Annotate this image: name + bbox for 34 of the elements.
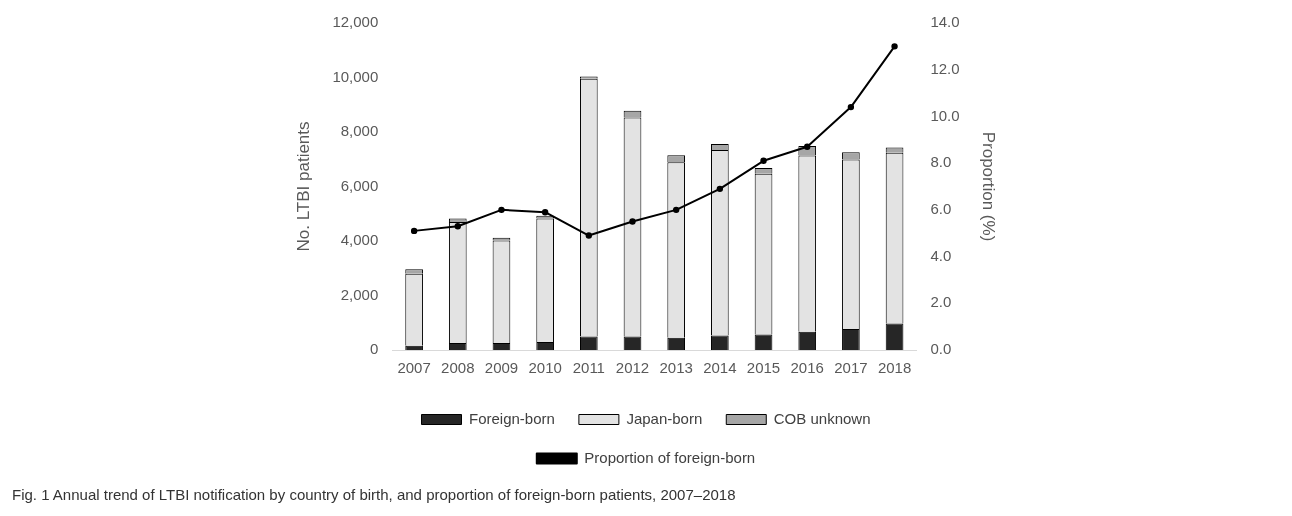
y-tick-label: 4,000 (340, 231, 379, 249)
y2-tick-label: 8.0 (930, 153, 952, 171)
y2-tick-label: 14.0 (930, 13, 960, 31)
y2-tick-label: 6.0 (930, 200, 952, 217)
x-tick-label: 2016 (790, 359, 824, 377)
x-tick-label: 2011 (572, 359, 605, 377)
legend-label: Japan-born (626, 409, 703, 427)
x-tick-label: 2015 (746, 359, 781, 377)
x-tick-label: 2013 (659, 359, 693, 377)
x-tick-label: 2009 (484, 359, 519, 377)
y2-tick-label: 12.0 (930, 59, 960, 77)
legend-label: Proportion of foreign-born (584, 448, 756, 466)
y2-tick-label: 2.0 (930, 293, 952, 311)
y-tick-label: 12,000 (332, 13, 379, 31)
y-tick-label: 0 (369, 340, 379, 358)
x-tick-label: 2010 (528, 359, 562, 377)
text: Fig. 1 Annual trend of LTBI notification by country of birth, and proportion of foreign-born patients, 2007–2018 (12, 486, 736, 503)
x-tick-label: 2008 (441, 359, 475, 377)
x-tick-label: 2017 (834, 359, 868, 377)
x-tick-label: 2012 (615, 359, 650, 377)
y2-tick-label: 4.0 (930, 246, 952, 264)
y2-tick-label: 10.0 (930, 106, 960, 124)
y-axis-title: No. LTBI patients (293, 121, 313, 252)
y-tick-label: 6,000 (340, 176, 379, 194)
x-tick-label: 2014 (703, 359, 737, 377)
legend-label: COB unknown (773, 409, 871, 427)
x-tick-label: 2007 (397, 359, 431, 377)
y-tick-label: 2,000 (340, 285, 379, 303)
legend-label: Foreign-born (469, 409, 555, 427)
x-tick-label: 2018 (877, 359, 912, 377)
y-tick-label: 8,000 (340, 122, 379, 140)
y2-axis-title: Proportion (%) (979, 131, 999, 242)
y-tick-label: 10,000 (332, 67, 379, 85)
y2-tick-label: 0.0 (930, 340, 952, 358)
